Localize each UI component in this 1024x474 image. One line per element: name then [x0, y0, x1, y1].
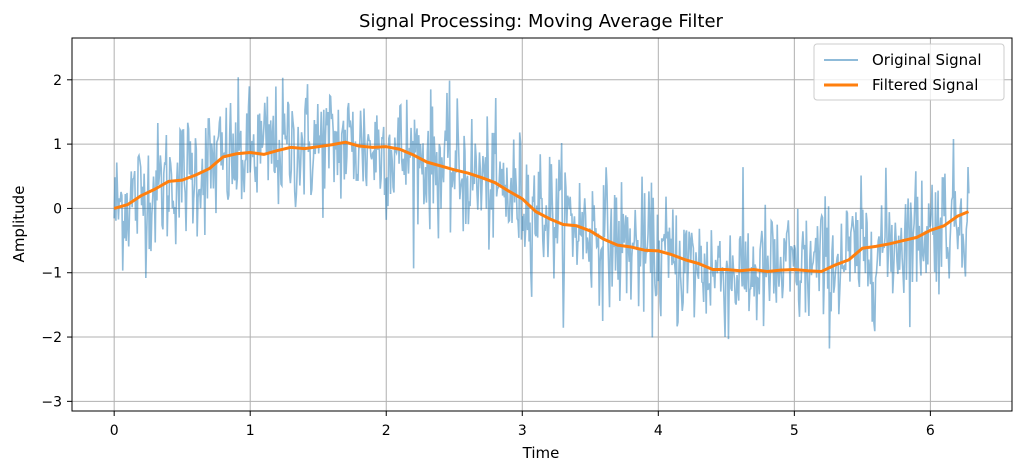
y-axis-label: Amplitude: [10, 186, 28, 263]
y-axis: −3 −2 −1 0 1 2: [41, 73, 72, 410]
series-original-signal: [113, 77, 970, 349]
y-tick-label: −3: [41, 394, 62, 410]
x-axis: 0 1 2 3 4 5 6: [110, 411, 935, 439]
y-tick-label: 1: [53, 137, 62, 153]
filtered-signal-line: [113, 140, 970, 273]
y-tick-label: 2: [53, 73, 62, 89]
x-tick-label: 5: [790, 423, 799, 439]
legend: Original Signal Filtered Signal: [813, 43, 1005, 101]
legend-label-filtered-signal: Filtered Signal: [872, 76, 978, 94]
y-tick-label: −1: [41, 266, 62, 282]
plot-frame: [71, 37, 1013, 412]
x-tick-label: 0: [110, 423, 119, 439]
x-tick-label: 6: [926, 423, 935, 439]
legend-label-original-signal: Original Signal: [872, 51, 982, 69]
series-filtered-signal: [113, 140, 970, 273]
x-axis-label: Time: [522, 444, 560, 462]
chart-title: Signal Processing: Moving Average Filter: [359, 11, 723, 32]
y-tick-label: 0: [53, 201, 62, 217]
x-tick-label: 4: [654, 423, 663, 439]
legend-box: [813, 43, 1005, 101]
y-tick-label: −2: [41, 330, 62, 346]
original-signal-line: [113, 77, 970, 349]
x-tick-label: 1: [246, 423, 255, 439]
x-tick-label: 3: [518, 423, 527, 439]
x-tick-label: 2: [382, 423, 391, 439]
